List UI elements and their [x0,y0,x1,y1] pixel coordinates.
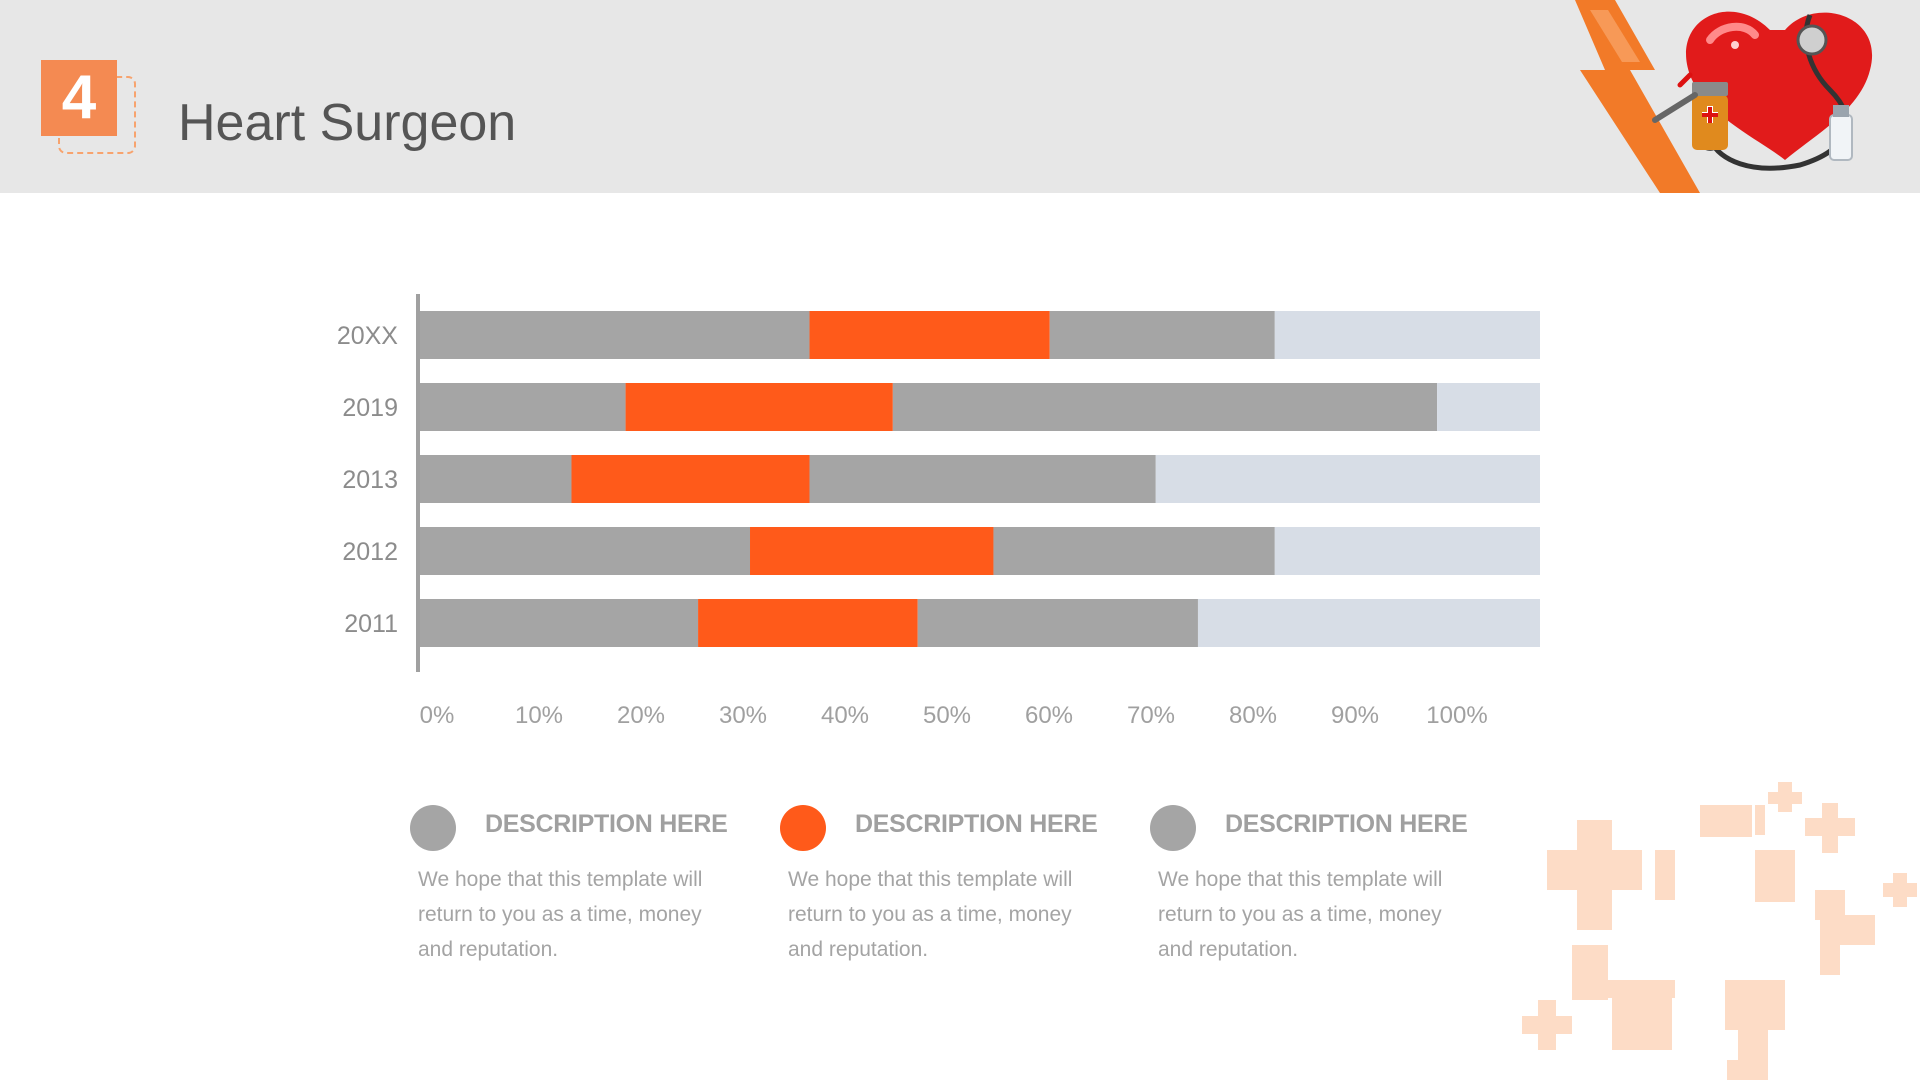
legend-heading: DESCRIPTION HERE [485,810,728,838]
x-tick-label: 70% [1127,702,1175,729]
x-tick-label: 30% [719,702,767,729]
section-number-badge: 4 [41,60,117,136]
x-tick-label: 90% [1331,702,1379,729]
bar-segment [420,455,572,503]
bar-segment [420,311,810,359]
medical-cross-icon [1522,782,1917,1080]
x-tick-label: 50% [923,702,971,729]
bar-segment [698,599,918,647]
legend-text: We hope that this template will return t… [418,868,703,961]
bar-segment [1155,455,1540,503]
legend-dot [410,805,456,851]
bar-segment [1274,311,1540,359]
bar-segment [1197,599,1540,647]
legend-text: We hope that this template will return t… [788,868,1073,961]
stacked-bar-chart: 20XX 2019 2013 2012 2011 0% 10% 20% 30% 40% 50% 60%… [337,294,1540,729]
bar-segment [571,455,810,503]
heart-stethoscope-icon [1575,0,1873,193]
legend-text: We hope that this template will return t… [1158,868,1443,961]
slide-header: 4 Heart Surgeon [0,0,1920,193]
x-tick-label: 20% [617,702,665,729]
bar-segment [1274,527,1540,575]
legend-heading: DESCRIPTION HERE [855,810,1098,838]
slide-title: Heart Surgeon [178,94,517,152]
bar-segment [1437,383,1540,431]
bar-segment [420,527,751,575]
y-axis-line [416,294,420,672]
y-tick-label: 2013 [342,466,398,494]
x-tick-label: 10% [515,702,563,729]
bar-segment [625,383,893,431]
bar-segment [809,311,1050,359]
y-tick-label: 2011 [344,610,398,638]
x-tick-label: 0% [420,702,455,729]
y-tick-label: 2012 [342,538,398,566]
legend-heading: DESCRIPTION HERE [1225,810,1468,838]
bar-segment [917,599,1198,647]
x-tick-label: 40% [821,702,869,729]
legend-dot [780,805,826,851]
y-tick-label: 20XX [337,322,398,350]
y-tick-label: 2019 [342,394,398,422]
bar-segment [993,527,1275,575]
bar-segment [892,383,1438,431]
x-tick-label: 100% [1426,702,1487,729]
x-tick-label: 60% [1025,702,1073,729]
bar-segment [809,455,1156,503]
x-tick-label: 80% [1229,702,1277,729]
bar-segment [1049,311,1275,359]
bar-segment [750,527,994,575]
legend-dot [1150,805,1196,851]
bar-segment [420,383,626,431]
bar-segment [420,599,699,647]
